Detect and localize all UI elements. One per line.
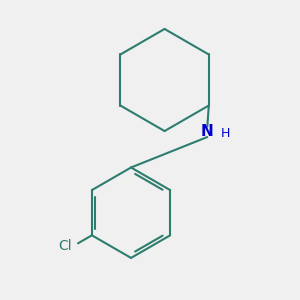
- Text: H: H: [221, 127, 230, 140]
- Text: Cl: Cl: [58, 239, 72, 253]
- Text: N: N: [201, 124, 214, 139]
